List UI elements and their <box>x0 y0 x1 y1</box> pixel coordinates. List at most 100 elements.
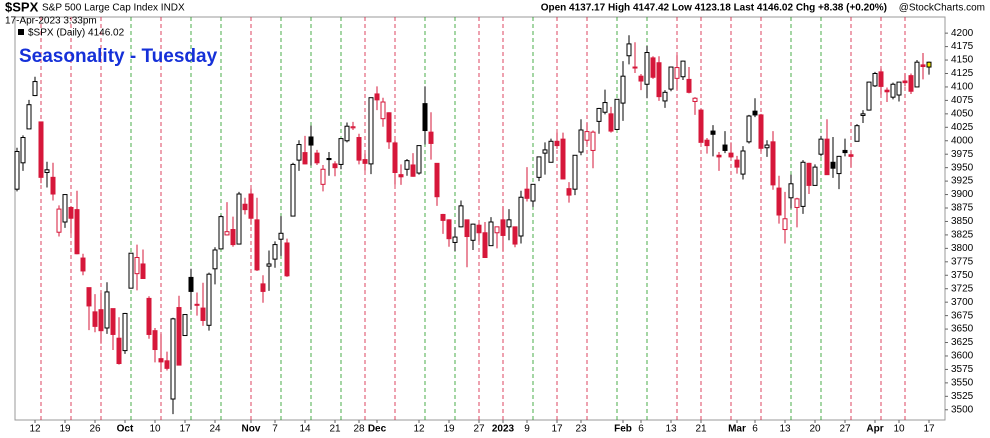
candle-body <box>392 142 398 173</box>
candle-body <box>818 138 824 155</box>
candle-body <box>668 66 674 90</box>
candle-body <box>566 188 572 196</box>
candle-body <box>572 154 578 190</box>
candle-body <box>140 263 146 279</box>
x-tick-label: 9 <box>524 424 530 435</box>
candle-body <box>884 89 890 93</box>
candle-body <box>722 144 728 151</box>
candle-body <box>620 75 626 104</box>
candle-body <box>530 183 536 202</box>
candle-body <box>446 219 452 240</box>
candle-body <box>62 194 68 223</box>
x-tick-label: Feb <box>614 424 632 435</box>
candle-body <box>584 131 590 141</box>
candle-body <box>770 141 776 186</box>
candle-body <box>746 115 752 143</box>
y-tick-label: 3500 <box>951 404 974 415</box>
legend-swatch <box>18 29 24 35</box>
candle-body <box>680 60 686 78</box>
candle-body <box>98 309 104 332</box>
candle-body <box>200 307 206 321</box>
x-tick-label: 7 <box>272 424 278 435</box>
y-tick-label: 3700 <box>951 297 974 308</box>
candle-body <box>650 57 656 78</box>
candle-body <box>536 156 542 178</box>
x-tick-label: Dec <box>368 424 387 435</box>
candle-body <box>230 229 236 246</box>
candle-body <box>14 151 20 190</box>
candle-body <box>236 193 242 245</box>
candle-body <box>614 98 620 130</box>
candle-body <box>866 81 872 111</box>
candle-body <box>308 136 314 146</box>
candle-body <box>356 137 362 161</box>
candle-body <box>842 149 848 154</box>
y-tick-label: 3675 <box>951 310 974 321</box>
candle-body <box>26 104 32 130</box>
y-tick-label: 3725 <box>951 283 974 294</box>
x-tick-label: Oct <box>117 424 134 435</box>
candle-body <box>146 297 152 335</box>
y-tick-label: 3900 <box>951 189 974 200</box>
candle-body <box>500 219 506 236</box>
candle-body <box>386 112 392 143</box>
y-tick-label: 3800 <box>951 243 974 254</box>
candle-body <box>494 226 500 234</box>
candle-body <box>344 125 350 142</box>
candle-body <box>104 291 110 329</box>
candle-body <box>188 276 194 292</box>
candle-body <box>836 155 842 175</box>
x-tick-label: 13 <box>779 424 791 435</box>
candle-body <box>860 113 866 116</box>
candle-body <box>56 208 62 233</box>
candle-body <box>92 311 98 327</box>
plot-frame <box>14 16 946 421</box>
candle-body <box>908 75 914 92</box>
y-tick-label: 3825 <box>951 230 974 241</box>
y-tick-label: 3525 <box>951 391 974 402</box>
candle-body <box>872 72 878 87</box>
candle-body <box>278 232 284 240</box>
candle-body <box>68 206 74 219</box>
candle-body <box>116 337 122 365</box>
y-tick-label: 3775 <box>951 256 974 267</box>
quote: Open 4137.17 High 4147.42 Low 4123.18 La… <box>541 3 887 14</box>
candle-body <box>554 140 560 147</box>
x-tick-label: 13 <box>665 424 677 435</box>
candle-body <box>752 110 758 116</box>
candle-body <box>878 71 884 87</box>
candle-body <box>782 218 788 231</box>
candle-body <box>416 145 422 174</box>
candle-body <box>50 176 56 195</box>
candle-body <box>260 283 266 292</box>
x-tick-label: Apr <box>866 424 883 435</box>
candle-body <box>254 219 260 271</box>
candle-body <box>476 224 482 234</box>
x-tick-label: Nov <box>242 424 261 435</box>
candle-body <box>374 93 380 101</box>
candle-body <box>518 196 524 237</box>
x-tick-label: 14 <box>299 424 311 435</box>
candle-body <box>848 154 854 157</box>
y-tick-label: 3925 <box>951 176 974 187</box>
y-tick-label: 4200 <box>951 28 974 39</box>
candle-body <box>542 149 548 154</box>
candle-body <box>488 221 494 247</box>
candle-body <box>608 113 614 132</box>
candle-body <box>422 103 428 132</box>
x-tick-label: 21 <box>695 424 707 435</box>
x-tick-label: 24 <box>209 424 221 435</box>
candle-body <box>470 223 476 241</box>
candle-body <box>326 158 332 161</box>
y-tick-label: 4175 <box>951 41 974 52</box>
x-tick-label: 17 <box>179 424 191 435</box>
candle-body <box>434 162 440 198</box>
x-tick-label: 2023 <box>492 424 515 435</box>
y-tick-label: 4125 <box>951 68 974 79</box>
candle-body <box>794 198 800 208</box>
candle-body <box>212 249 218 270</box>
candle-body <box>296 144 302 161</box>
candle-body <box>410 164 416 177</box>
source: @StockCharts.com <box>899 3 985 14</box>
y-tick-label: 3575 <box>951 364 974 375</box>
